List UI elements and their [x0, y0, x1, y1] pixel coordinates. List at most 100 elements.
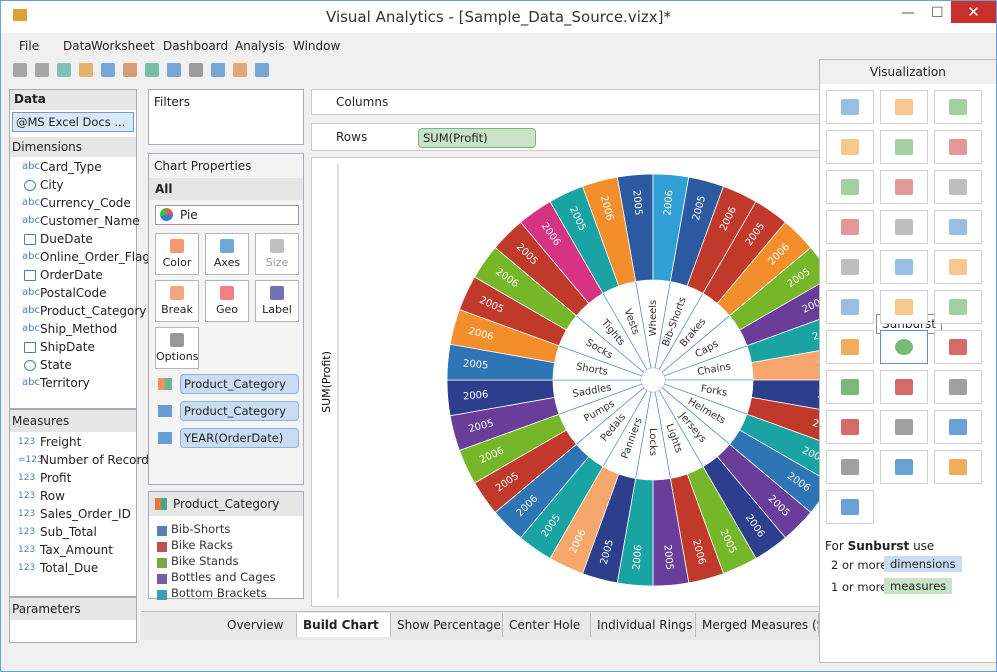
toolbar-button[interactable]: [13, 63, 27, 77]
chart-type-button[interactable]: [880, 370, 928, 404]
legend-title: Product_Category: [149, 492, 303, 516]
field-pill[interactable]: Product_Category: [180, 374, 299, 394]
chart-type-button[interactable]: [826, 370, 874, 404]
menu-item[interactable]: Dashboard: [163, 39, 229, 53]
chart-type-button[interactable]: [880, 410, 928, 444]
property-button[interactable]: Size: [255, 233, 299, 275]
dimension-item[interactable]: Ship_Method: [40, 322, 118, 336]
measure-item[interactable]: Number of Records: [40, 453, 156, 467]
menu-item[interactable]: Analysis: [235, 39, 285, 53]
chart-type-button[interactable]: [880, 250, 928, 284]
chart-type-button[interactable]: [880, 330, 928, 364]
chart-type-button[interactable]: [826, 90, 874, 124]
toolbar-button[interactable]: [211, 63, 225, 77]
dimension-item[interactable]: DueDate: [40, 232, 93, 246]
chart-type-select[interactable]: Pie: [155, 205, 299, 225]
tab[interactable]: Merged Measures (Singl: [696, 613, 819, 637]
chart-type-button[interactable]: [934, 90, 982, 124]
measure-item[interactable]: Row: [40, 489, 65, 503]
chart-type-button[interactable]: [880, 210, 928, 244]
chart-type-button[interactable]: [934, 370, 982, 404]
chart-type-button[interactable]: [826, 130, 874, 164]
close[interactable]: ✕: [951, 1, 996, 23]
year-label: 2006: [662, 190, 675, 216]
dimension-item[interactable]: Card_Type: [40, 160, 102, 174]
chart-type-button[interactable]: [934, 330, 982, 364]
data-source[interactable]: @MS Excel Docs ...: [12, 112, 134, 132]
measure-item[interactable]: Sub_Total: [40, 525, 97, 539]
chart-type-button[interactable]: [934, 450, 982, 484]
chart-type-button[interactable]: [826, 410, 874, 444]
dimension-item[interactable]: City: [40, 178, 64, 192]
toolbar-button[interactable]: [57, 63, 71, 77]
measure-item[interactable]: Freight: [40, 435, 82, 449]
dimension-item[interactable]: Online_Order_Flag: [40, 250, 151, 264]
legend-label[interactable]: Bike Stands: [171, 554, 239, 568]
tab[interactable]: Overview: [221, 613, 297, 637]
toolbar-button[interactable]: [189, 63, 203, 77]
dimension-item[interactable]: PostalCode: [40, 286, 107, 300]
parameters-header: Parameters: [10, 598, 136, 620]
chart-type-button[interactable]: [880, 450, 928, 484]
rows-pill[interactable]: SUM(Profit): [418, 128, 536, 148]
chart-type-button[interactable]: [826, 330, 874, 364]
dimension-item[interactable]: Product_Category: [40, 304, 147, 318]
chart-type-button[interactable]: [826, 250, 874, 284]
measure-item[interactable]: Total_Due: [40, 561, 99, 575]
tab[interactable]: Individual Rings: [591, 613, 696, 637]
dimension-item[interactable]: Territory: [40, 376, 90, 390]
chart-type-button[interactable]: [826, 170, 874, 204]
property-button[interactable]: Break: [155, 280, 199, 322]
field-pill[interactable]: Product_Category: [180, 401, 299, 421]
chart-type-button[interactable]: [826, 450, 874, 484]
chart-type-button[interactable]: [934, 130, 982, 164]
toolbar-button[interactable]: [101, 63, 115, 77]
property-button[interactable]: Color: [155, 233, 199, 275]
chart-type-button[interactable]: [826, 290, 874, 324]
toolbar-button[interactable]: [167, 63, 181, 77]
dimension-item[interactable]: ShipDate: [40, 340, 95, 354]
toolbar-button[interactable]: [233, 63, 247, 77]
tab[interactable]: Show Percentage: [391, 613, 503, 637]
menu-item[interactable]: Window: [293, 39, 341, 53]
chart-type-button[interactable]: [880, 130, 928, 164]
property-button[interactable]: Axes: [205, 233, 249, 275]
chart-type-button[interactable]: [880, 90, 928, 124]
toolbar-button[interactable]: [35, 63, 49, 77]
tab[interactable]: Center Hole: [503, 613, 591, 637]
legend-label[interactable]: Bike Racks: [171, 538, 233, 552]
chart-type-button[interactable]: [934, 210, 982, 244]
toolbar-button[interactable]: [79, 63, 93, 77]
field-pill[interactable]: YEAR(OrderDate): [180, 428, 299, 448]
toolbar-button[interactable]: [255, 63, 269, 77]
property-button[interactable]: Label: [255, 280, 299, 322]
menu-item[interactable]: File: [19, 39, 40, 53]
measure-item[interactable]: Tax_Amount: [40, 543, 113, 557]
legend-label[interactable]: Bottles and Cages: [171, 570, 276, 584]
legend-label[interactable]: Bib-Shorts: [171, 522, 231, 536]
chart-type-button[interactable]: [880, 290, 928, 324]
legend-label[interactable]: Bottom Brackets: [171, 586, 267, 600]
measure-item[interactable]: Profit: [40, 471, 72, 485]
chart-type-button[interactable]: [826, 490, 874, 524]
dimension-item[interactable]: Currency_Code: [40, 196, 131, 210]
toolbar-button[interactable]: [123, 63, 137, 77]
dimension-item[interactable]: State: [40, 358, 72, 372]
property-button[interactable]: Geo: [205, 280, 249, 322]
chart-type-button[interactable]: [934, 290, 982, 324]
chart-type-button[interactable]: [934, 250, 982, 284]
dimension-item[interactable]: OrderDate: [40, 268, 103, 282]
chart-type-button[interactable]: [880, 170, 928, 204]
property-button[interactable]: Options: [155, 327, 199, 369]
tab[interactable]: Build Chart: [297, 613, 391, 637]
menu-item[interactable]: Data: [63, 39, 92, 53]
minimize[interactable]: —: [901, 5, 915, 21]
measure-item[interactable]: Sales_Order_ID: [40, 507, 131, 521]
toolbar-button[interactable]: [145, 63, 159, 77]
chart-type-button[interactable]: [934, 410, 982, 444]
dimension-item[interactable]: Customer_Name: [40, 214, 140, 228]
maximize[interactable]: ☐: [931, 5, 944, 21]
chart-type-button[interactable]: [826, 210, 874, 244]
chart-type-button[interactable]: [934, 170, 982, 204]
menu-item[interactable]: Worksheet: [91, 39, 155, 53]
